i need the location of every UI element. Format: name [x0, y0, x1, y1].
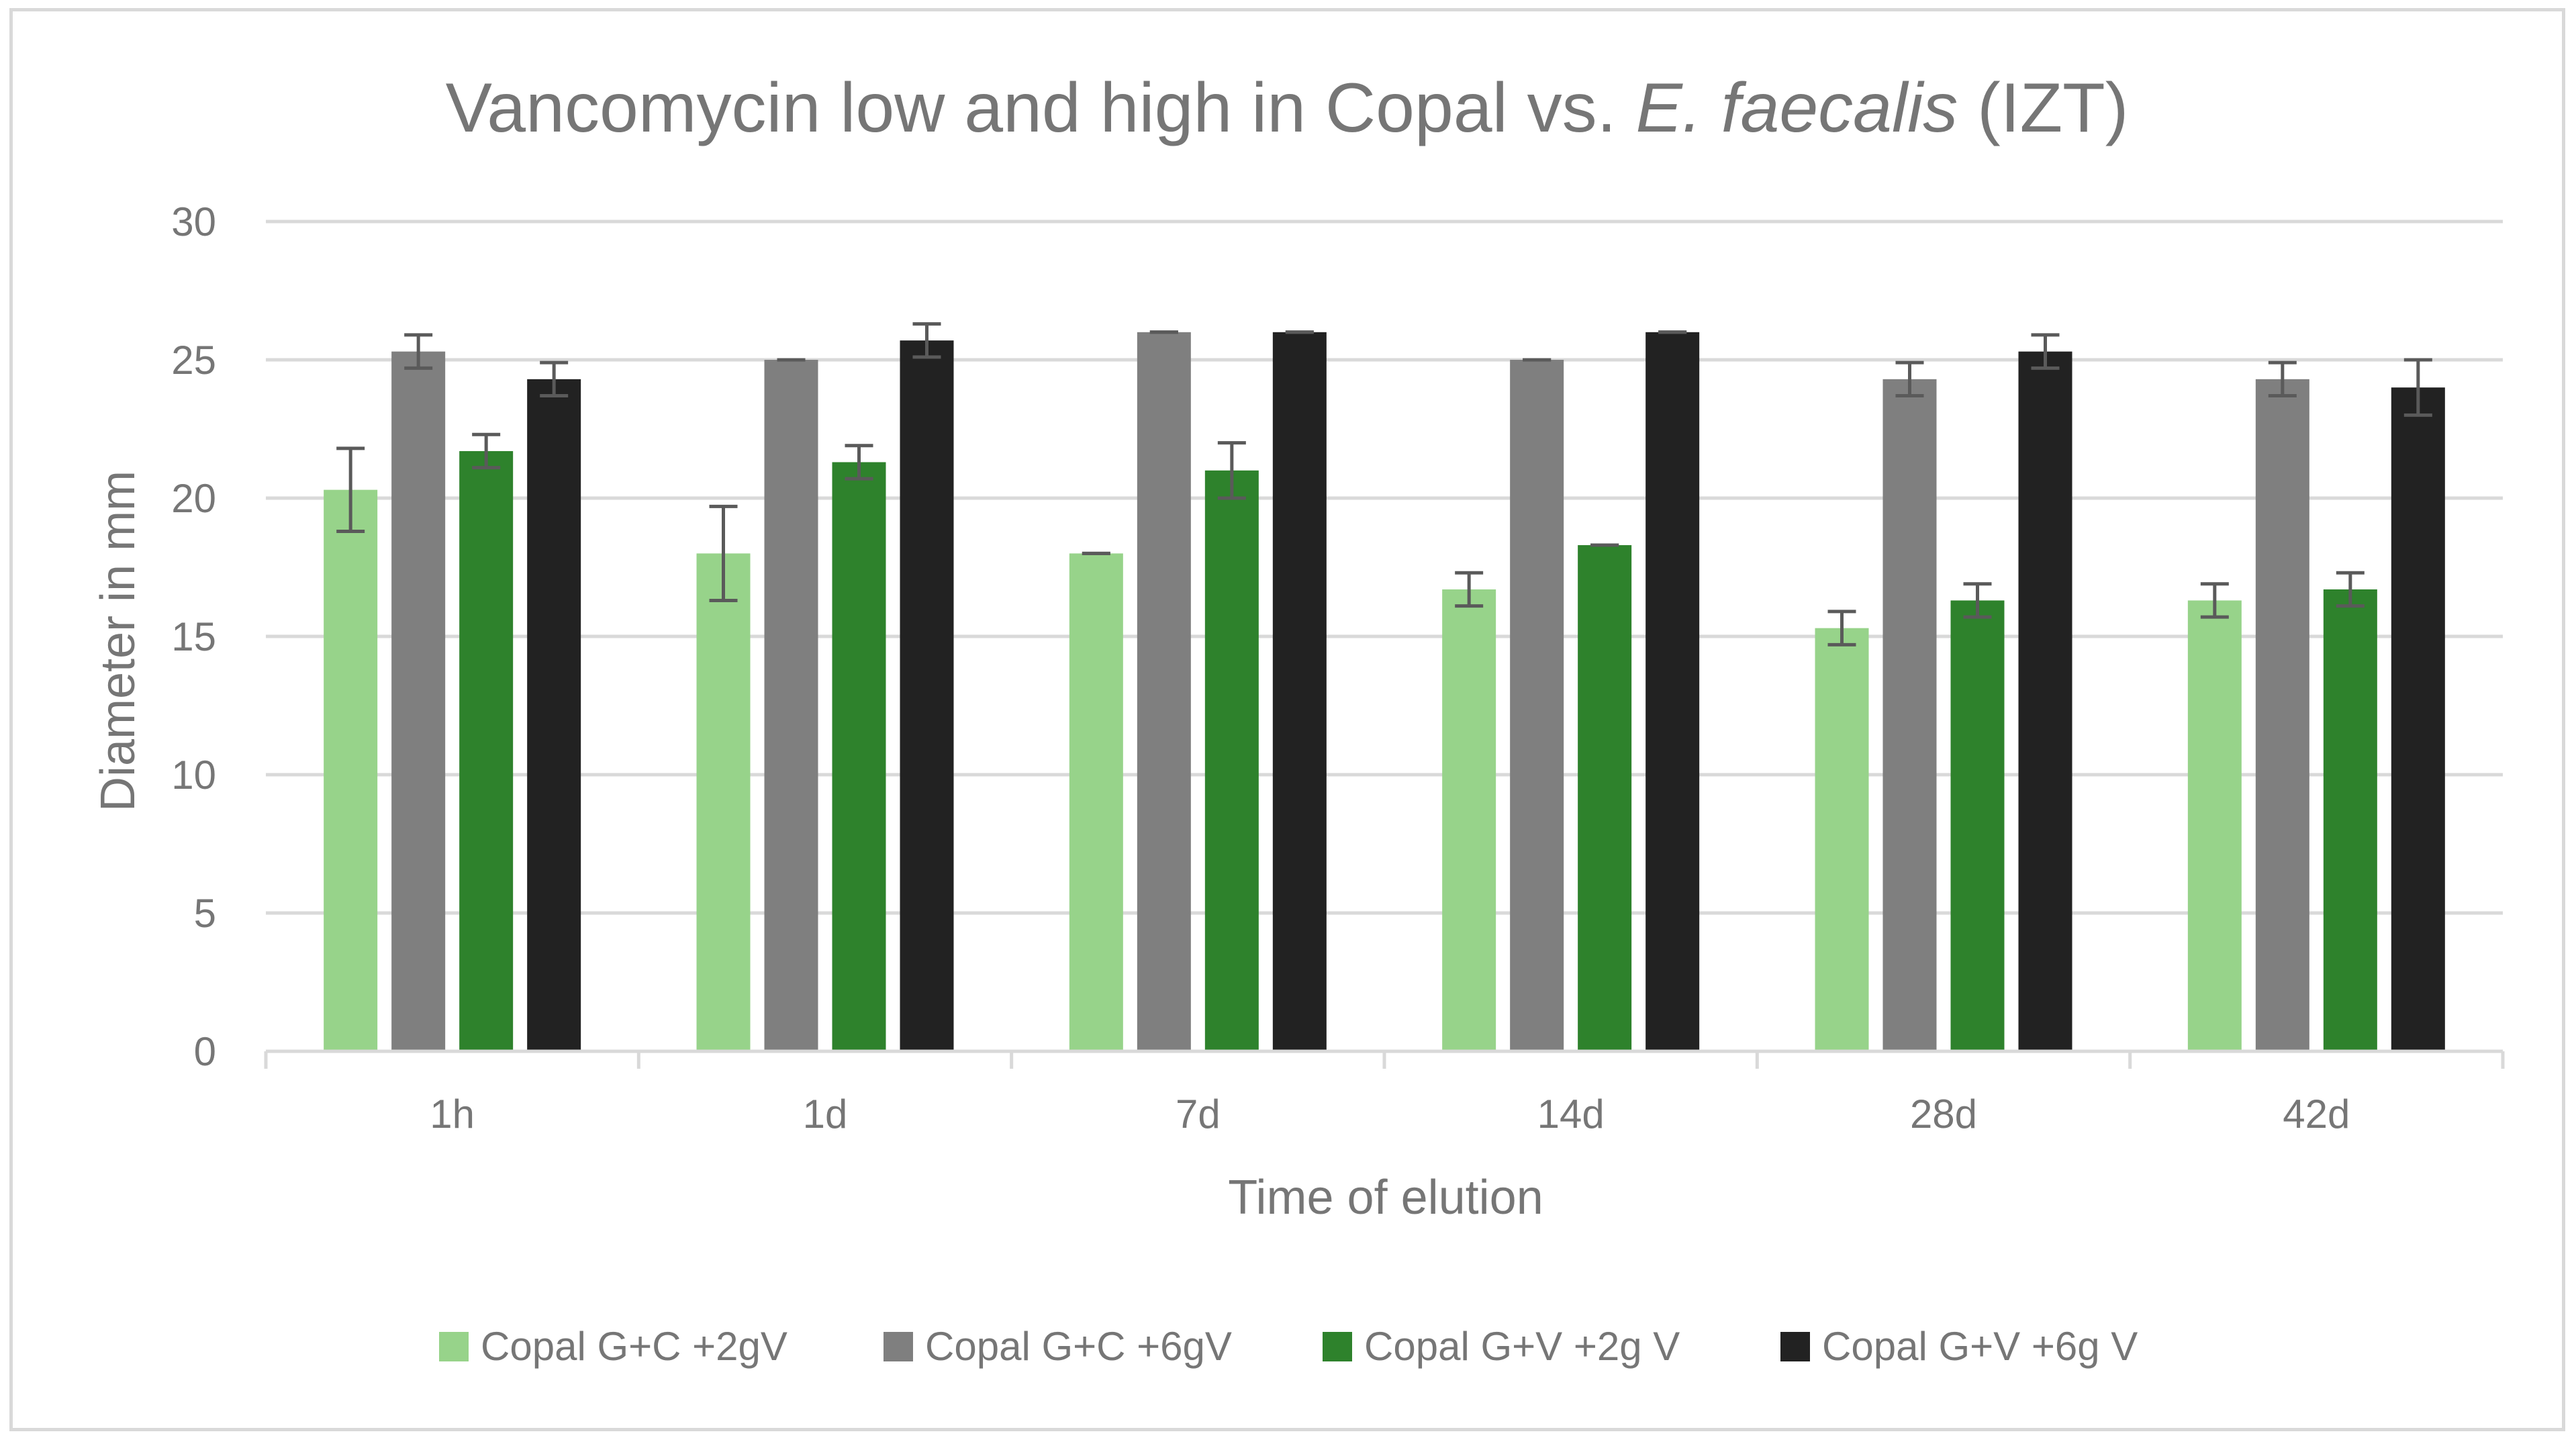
- bar: [459, 450, 514, 1051]
- x-axis: [264, 1049, 2505, 1069]
- legend-swatch: [439, 1332, 469, 1361]
- error-bar: [2336, 571, 2365, 608]
- y-tick-label: 25: [171, 338, 216, 383]
- y-tick-label: 15: [171, 614, 216, 659]
- bar: [1882, 379, 1937, 1051]
- bar: [2255, 379, 2309, 1051]
- error-bar: [1895, 360, 1924, 398]
- bar: [1815, 628, 1869, 1051]
- x-tick-label: 28d: [1910, 1092, 1977, 1137]
- error-bar: [1217, 441, 1246, 500]
- legend-item: Copal G+V +6g V: [1780, 1324, 2138, 1369]
- y-tick-label: 5: [194, 891, 216, 936]
- error-bar: [404, 333, 433, 370]
- bar: [1510, 360, 1564, 1051]
- bar: [1578, 545, 1632, 1051]
- x-axis-title: Time of elution: [1228, 1171, 1543, 1224]
- bar: [1442, 589, 1496, 1051]
- error-bar: [1455, 571, 1484, 608]
- legend-label: Copal G+C +6gV: [925, 1324, 1232, 1369]
- error-bar: [709, 504, 738, 602]
- bar: [900, 340, 954, 1051]
- bar: [764, 360, 818, 1051]
- y-tick-label: 20: [171, 476, 216, 521]
- error-bar: [540, 360, 569, 398]
- legend-swatch: [1323, 1332, 1352, 1361]
- x-tick-label: 1h: [430, 1092, 475, 1137]
- legend: Copal G+C +2gV Copal G+C +6gV Copal G+V +2…: [439, 1324, 2138, 1369]
- bar: [2323, 589, 2377, 1051]
- y-axis-title: Diameter in mm: [91, 471, 145, 812]
- bar: [324, 489, 378, 1051]
- error-bar: [472, 432, 501, 470]
- error-bar: [2403, 358, 2432, 417]
- error-bar: [1827, 610, 1856, 646]
- error-bar: [1963, 582, 1992, 619]
- bar: [2018, 351, 2072, 1051]
- bar: [832, 462, 886, 1051]
- y-axis-ticks: 0 5 10 15 20 25 30: [171, 199, 216, 1074]
- y-tick-label: 30: [171, 199, 216, 244]
- bar: [1069, 553, 1123, 1051]
- legend-item: Copal G+C +2gV: [439, 1324, 788, 1369]
- error-bar: [336, 446, 365, 533]
- bar: [391, 351, 446, 1051]
- legend-label: Copal G+C +2gV: [481, 1324, 788, 1369]
- x-axis-ticks: 1h 1d 7d 14d 28d 42d: [430, 1092, 2350, 1137]
- bar: [1645, 332, 1700, 1051]
- error-bars: [336, 322, 2432, 646]
- error-bar: [845, 444, 873, 481]
- bar: [1272, 332, 1327, 1051]
- x-tick-label: 7d: [1176, 1092, 1221, 1137]
- error-bar: [2200, 582, 2229, 619]
- x-tick-label: 1d: [803, 1092, 848, 1137]
- bar: [527, 379, 581, 1051]
- legend-swatch: [884, 1332, 913, 1361]
- error-bar: [2031, 333, 2060, 370]
- legend-label: Copal G+V +2g V: [1364, 1324, 1680, 1369]
- error-bar: [912, 322, 941, 359]
- legend-swatch: [1780, 1332, 1810, 1361]
- bar: [2391, 387, 2445, 1051]
- bars: [324, 332, 2445, 1051]
- bar: [2187, 600, 2242, 1051]
- y-tick-label: 0: [194, 1029, 216, 1074]
- x-tick-label: 14d: [1537, 1092, 1605, 1137]
- x-tick-label: 42d: [2283, 1092, 2350, 1137]
- y-tick-label: 10: [171, 753, 216, 798]
- legend-item: Copal G+V +2g V: [1323, 1324, 1680, 1369]
- bar: [696, 553, 751, 1051]
- bar: [1950, 600, 2005, 1051]
- chart-title: Vancomycin low and high in Copal vs. E. …: [446, 69, 2129, 147]
- gridlines: [266, 220, 2503, 915]
- bar: [1137, 332, 1191, 1051]
- error-bar: [2268, 360, 2297, 398]
- legend-item: Copal G+C +6gV: [884, 1324, 1232, 1369]
- legend-label: Copal G+V +6g V: [1822, 1324, 2138, 1369]
- bar: [1204, 470, 1259, 1051]
